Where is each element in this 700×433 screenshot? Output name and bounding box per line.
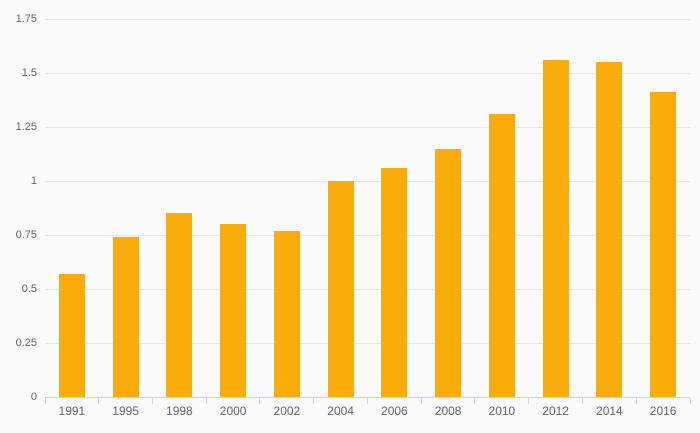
bar-2010[interactable] — [488, 114, 515, 397]
bar-2006[interactable] — [381, 168, 408, 397]
x-tick-label-2000: 2000 — [219, 404, 247, 418]
axis-tick — [474, 398, 476, 404]
y-tick-label-1: 1 — [30, 175, 37, 187]
x-tick-label-2008: 2008 — [434, 404, 462, 418]
axis-tick — [367, 398, 368, 404]
x-tick-label-1991: 1991 — [58, 404, 86, 418]
y-tick-label-0.25: 0.25 — [15, 337, 37, 349]
x-tick-label-2002: 2002 — [273, 404, 301, 418]
bar-2014[interactable] — [596, 62, 623, 397]
gridline-1.25 — [45, 127, 690, 128]
bar-2008[interactable] — [435, 148, 462, 397]
axis-tick — [689, 398, 691, 404]
bar-2004[interactable] — [327, 181, 354, 397]
bar-1995[interactable] — [112, 237, 139, 397]
axis-tick — [205, 398, 207, 404]
axis-tick — [635, 398, 637, 404]
x-tick-label-2006: 2006 — [381, 404, 408, 418]
gridline-1.75 — [45, 19, 690, 20]
x-tick-label-2016: 2016 — [649, 404, 677, 418]
gridline-1 — [45, 181, 690, 182]
x-tick-label-1995: 1995 — [112, 404, 139, 418]
gridline-0.75 — [45, 235, 690, 236]
gridline-0.25 — [45, 343, 690, 344]
bar-2000[interactable] — [220, 224, 247, 397]
bar-1991[interactable] — [58, 273, 85, 397]
axis-tick — [44, 398, 46, 404]
x-tick-label-2010: 2010 — [488, 404, 516, 418]
axis-tick — [259, 398, 261, 404]
y-tick-label-0.75: 0.75 — [15, 229, 37, 241]
x-tick-label-2004: 2004 — [327, 404, 354, 418]
axis-tick — [151, 398, 153, 404]
bar-2016[interactable] — [650, 92, 677, 397]
gridline-0.5 — [45, 289, 690, 290]
x-tick-label-2012: 2012 — [542, 404, 569, 418]
bar-1998[interactable] — [166, 213, 193, 397]
bar-2012[interactable] — [542, 60, 569, 397]
y-tick-label-1.5: 1.5 — [21, 67, 37, 79]
y-tick-label-1.25: 1.25 — [15, 121, 37, 133]
axis-tick — [582, 398, 583, 404]
axis-tick — [420, 398, 422, 404]
axis-tick — [313, 398, 315, 404]
x-tick-label-2014: 2014 — [596, 404, 623, 418]
y-tick-label-0: 0 — [30, 391, 37, 403]
x-tick-label-1998: 1998 — [166, 404, 193, 418]
y-tick-label-1.75: 1.75 — [15, 13, 37, 25]
gridline-1.5 — [45, 73, 690, 74]
bar-2002[interactable] — [273, 230, 300, 397]
axis-tick — [528, 398, 530, 404]
y-tick-label-0.5: 0.5 — [21, 283, 37, 295]
x-axis-line — [45, 397, 690, 398]
plot-area — [44, 19, 691, 404]
axis-tick — [98, 398, 100, 404]
